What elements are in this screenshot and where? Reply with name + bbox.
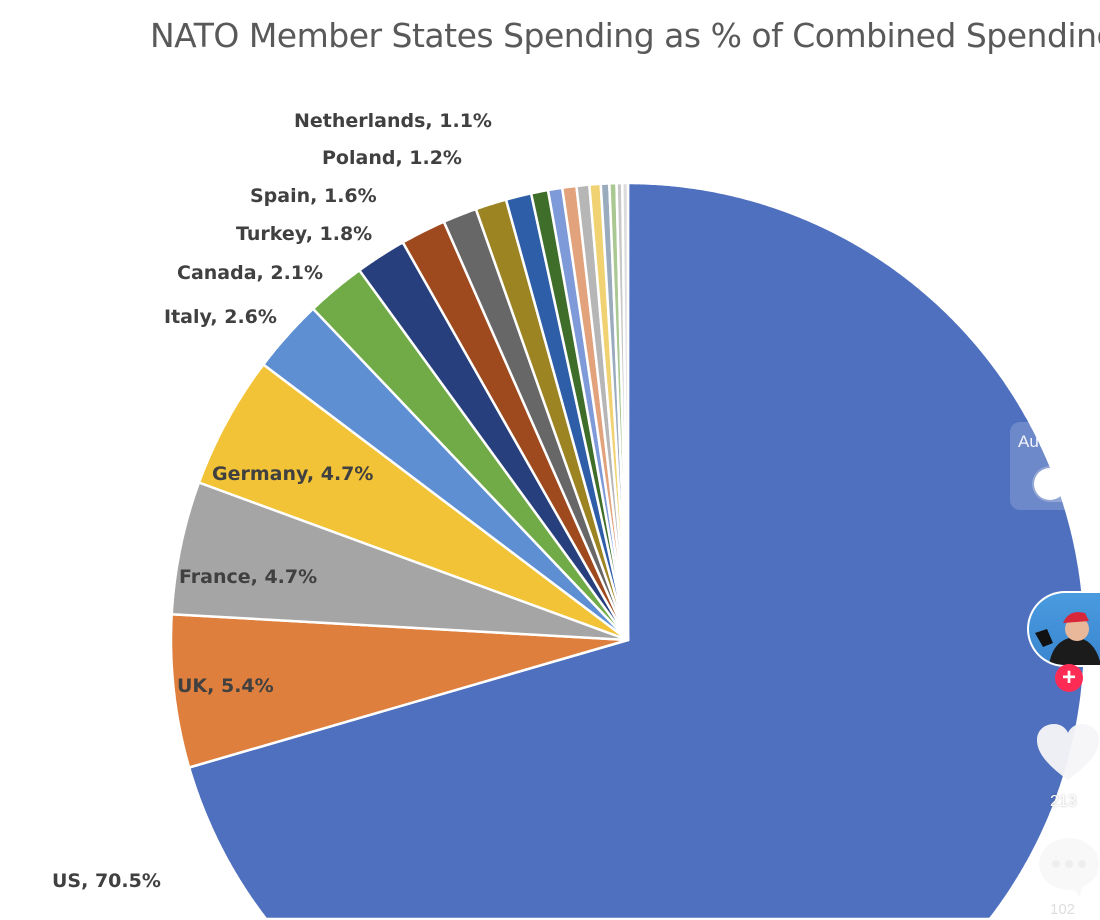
auto-scroll-label: Auto scroll <box>1018 432 1098 451</box>
pie-slice-other-11 <box>529 188 630 642</box>
auto-scroll-panel: Auto scroll <box>1010 422 1100 510</box>
label-poland: Poland, 1.2% <box>322 147 462 169</box>
label-canada: Canada, 2.1% <box>177 262 324 284</box>
like-button[interactable] <box>1035 722 1100 784</box>
pie-slice-italy <box>262 307 630 642</box>
avatar-image-icon <box>1035 612 1100 665</box>
comment-button[interactable] <box>1036 836 1100 902</box>
pie-slice-uk <box>169 612 630 769</box>
label-italy: Italy, 2.6% <box>164 306 277 328</box>
label-netherlands: Netherlands, 1.1% <box>294 110 492 132</box>
toggle-knob[interactable] <box>1034 468 1066 500</box>
follow-plus-button[interactable]: + <box>1055 664 1083 692</box>
label-us: US, 70.5% <box>52 870 161 892</box>
auto-scroll-toggle[interactable] <box>1032 466 1092 502</box>
pie-slice-netherlands <box>474 198 630 642</box>
pie-slice-spain <box>401 220 630 642</box>
label-uk: UK, 5.4% <box>177 675 274 697</box>
comment-count: 102 <box>1050 901 1076 918</box>
comment-icon <box>1039 838 1099 898</box>
pie-slice-us <box>187 181 1087 920</box>
pie-slice-other-10 <box>504 192 630 642</box>
label-germany: Germany, 4.7% <box>212 463 374 485</box>
label-france: France, 4.7% <box>179 566 318 588</box>
pie-slice-germany <box>197 363 630 642</box>
chart-title: NATO Member States Spending as % of Comb… <box>150 16 1100 55</box>
like-count: 213 <box>1050 793 1077 810</box>
pie-slice-other-19 <box>621 181 630 642</box>
label-turkey: Turkey, 1.8% <box>236 223 373 245</box>
creator-avatar[interactable] <box>1027 591 1100 667</box>
pie-slice-canada <box>311 269 630 642</box>
pie-slice-turkey <box>358 241 630 642</box>
heart-icon <box>1037 724 1099 780</box>
pie-slice-france <box>170 481 630 642</box>
pie-slice-poland <box>442 207 630 642</box>
label-spain: Spain, 1.6% <box>250 185 377 207</box>
